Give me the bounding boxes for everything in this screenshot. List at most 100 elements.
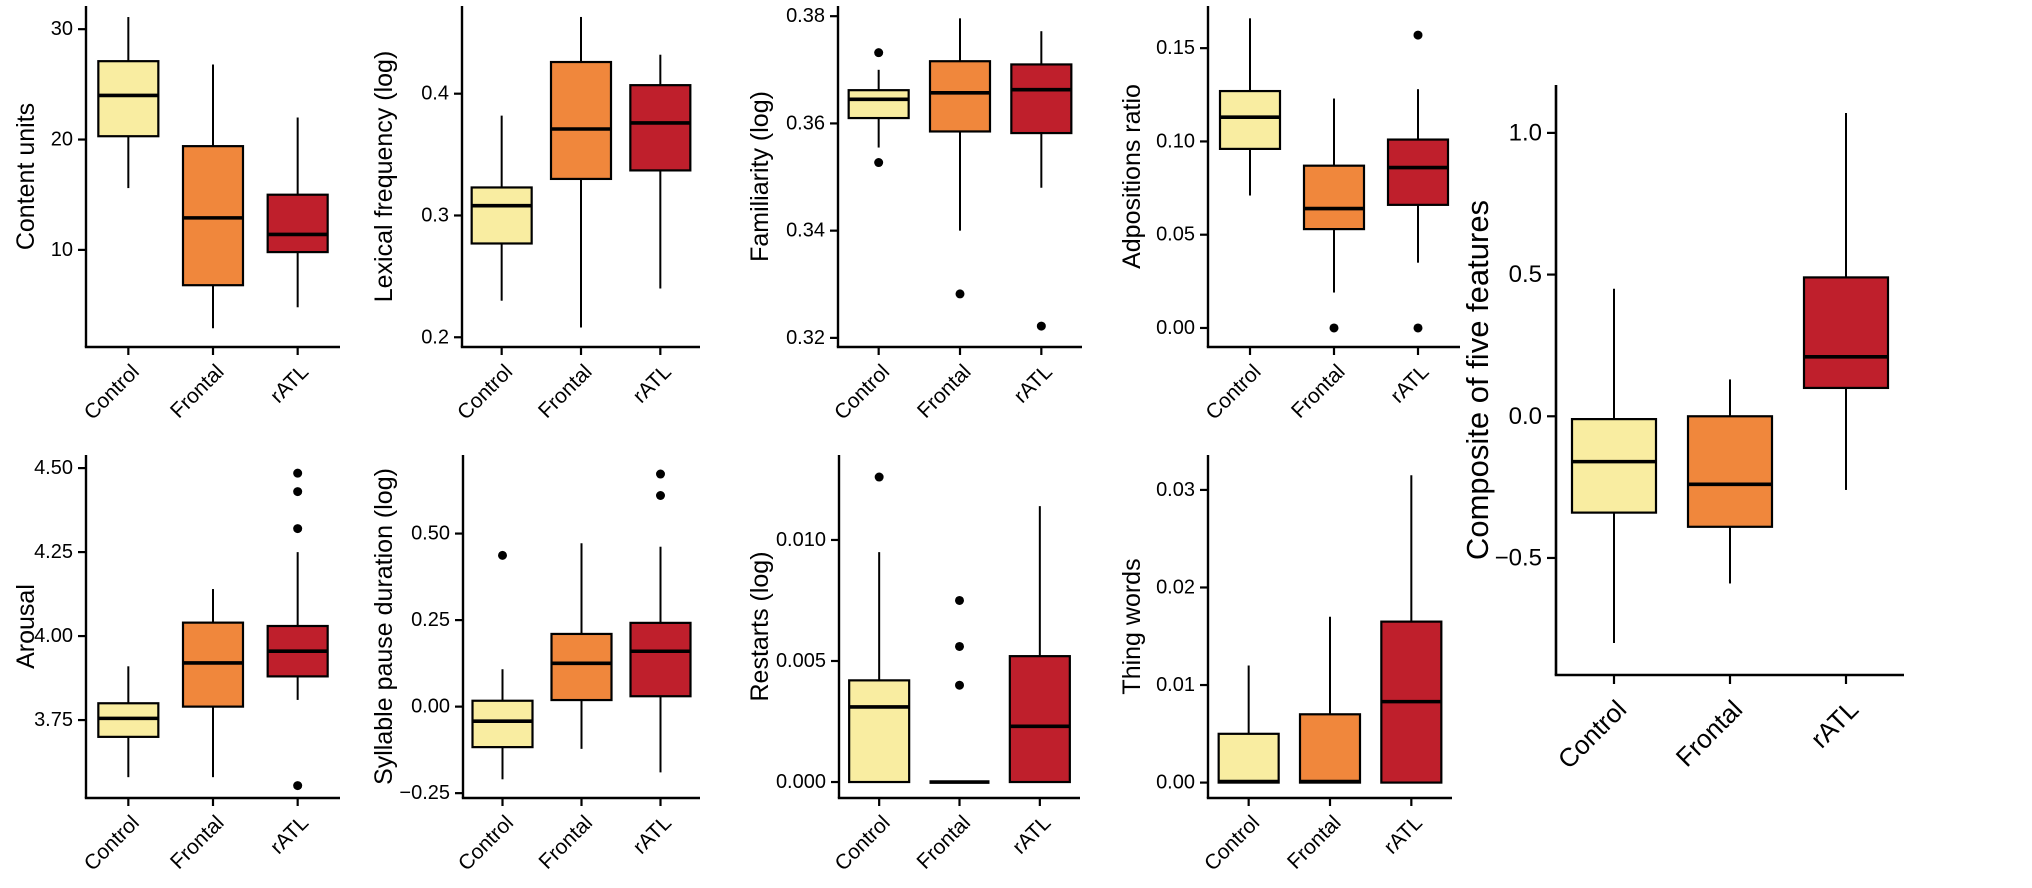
box-composite-frontal: Frontal — [1670, 379, 1774, 772]
outlier-point — [656, 490, 665, 500]
outlier-point — [293, 468, 303, 478]
box-syllable-pause-duration-control: Control — [454, 550, 534, 875]
box-adpositions-ratio-frontal: Frontal — [1287, 98, 1366, 423]
panel-familiarity: 0.32 0.34 0.36 0.38 Familiarity (log) Control… — [746, 5, 1082, 424]
iqr-box — [629, 621, 692, 698]
x-category-label: Frontal — [166, 360, 228, 422]
x-category-label: Control — [454, 811, 518, 875]
y-tick-label: 0.01 — [1156, 674, 1195, 696]
outlier-point — [293, 524, 303, 534]
box-composite-control: Control — [1552, 288, 1658, 775]
y-axis-title: Arousal — [12, 584, 40, 669]
y-tick-label: 0.32 — [786, 327, 825, 349]
box-thing-words-frontal: Frontal — [1283, 616, 1362, 874]
x-category-label: rATL — [1008, 811, 1055, 858]
x-category-label: rATL — [1386, 360, 1433, 407]
x-category-label: rATL — [629, 360, 676, 407]
y-tick-label: 0.02 — [1156, 576, 1195, 598]
y-tick-label: 0.34 — [786, 220, 825, 242]
y-tick-label: 0.2 — [421, 326, 449, 348]
iqr-box — [1302, 164, 1366, 231]
y-axis-title: Adpositions ratio — [1118, 84, 1146, 269]
x-category-label: rATL — [1805, 694, 1865, 754]
box-composite-ratl: rATL — [1802, 113, 1890, 754]
y-tick-label: 0.5 — [1509, 261, 1542, 288]
box-content-units-control: Control — [80, 17, 160, 424]
iqr-box — [181, 145, 245, 287]
box-adpositions-ratio-ratl: rATL — [1386, 30, 1450, 408]
iqr-box — [1386, 138, 1450, 206]
x-category-label: Control — [80, 811, 144, 875]
box-syllable-pause-duration-ratl: rATL — [629, 469, 692, 859]
x-category-label: Frontal — [913, 811, 975, 873]
y-axis-title: Thing words — [1118, 558, 1146, 694]
y-tick-label: 0.15 — [1156, 37, 1195, 59]
box-restarts-control: Control — [831, 472, 911, 875]
outlier-point — [498, 550, 507, 560]
y-tick-label: 1.0 — [1509, 119, 1542, 146]
box-restarts-ratl: rATL — [1008, 506, 1071, 859]
x-category-label: Control — [1552, 694, 1632, 774]
x-category-label: Control — [1201, 360, 1265, 424]
outlier-point — [874, 158, 884, 168]
iqr-box — [928, 60, 992, 133]
iqr-box — [1010, 63, 1073, 135]
box-adpositions-ratio-control: Control — [1201, 18, 1282, 424]
panel-syllable-pause-duration: −0.25 0.00 0.25 0.50 Syllable pause duration… — [370, 455, 700, 875]
y-tick-label: 3.75 — [34, 709, 73, 731]
iqr-box — [549, 60, 613, 181]
y-tick-label: −0.25 — [399, 782, 450, 804]
y-tick-label: 20 — [51, 129, 73, 151]
y-axis-title: Composite of five features — [1460, 200, 1495, 560]
y-tick-label: 0.38 — [786, 5, 825, 27]
y-tick-label: 4.50 — [34, 457, 73, 479]
y-tick-label: 0.36 — [786, 112, 825, 134]
y-axis-title: Familiarity (log) — [746, 91, 774, 262]
y-tick-label: −0.5 — [1495, 544, 1542, 571]
y-tick-label: 0.005 — [776, 650, 826, 672]
x-category-label: Control — [831, 811, 895, 875]
x-category-label: Frontal — [166, 811, 228, 873]
y-tick-label: 4.25 — [34, 541, 73, 563]
x-category-label: Frontal — [1287, 360, 1349, 422]
outlier-point — [955, 680, 964, 690]
y-tick-label: 4.00 — [34, 625, 73, 647]
x-category-label: Frontal — [535, 811, 597, 873]
y-tick-label: 0.3 — [421, 204, 449, 226]
panel-content-units: 10 20 30 Content units Control Frontal rATL — [12, 6, 340, 424]
x-category-label: rATL — [629, 811, 676, 858]
iqr-box — [848, 679, 911, 784]
box-thing-words-control: Control — [1200, 665, 1280, 875]
iqr-box — [470, 186, 533, 245]
box-content-units-frontal: Frontal — [166, 64, 245, 423]
panel-lexical-frequency: 0.2 0.3 0.4 Lexical frequency (log) Control F… — [370, 6, 700, 424]
x-category-label: Control — [453, 360, 517, 424]
box-arousal-ratl: rATL — [266, 468, 329, 859]
y-tick-label: 0.25 — [411, 609, 450, 631]
iqr-box — [1218, 89, 1282, 150]
iqr-box — [1686, 415, 1774, 528]
y-tick-label: 0.03 — [1156, 479, 1195, 501]
outlier-point — [1413, 30, 1423, 40]
iqr-box — [629, 84, 692, 172]
y-tick-label: 0.00 — [1156, 317, 1195, 339]
iqr-box — [1008, 655, 1071, 784]
box-lexical-frequency-frontal: Frontal — [534, 16, 613, 423]
iqr-box — [847, 89, 910, 120]
outlier-point — [293, 487, 303, 497]
box-lexical-frequency-ratl: rATL — [629, 54, 692, 408]
iqr-box — [1298, 713, 1362, 784]
x-category-label: Control — [1200, 811, 1264, 875]
outlier-point — [955, 641, 964, 651]
outlier-point — [656, 469, 665, 479]
x-category-label: rATL — [1010, 360, 1057, 407]
y-tick-label: 0.00 — [1156, 772, 1195, 794]
x-category-label: Frontal — [534, 360, 596, 422]
panel-composite: −0.5 0.0 0.5 1.0 Composite of five features C… — [1460, 85, 1904, 775]
box-syllable-pause-duration-frontal: Frontal — [535, 543, 613, 874]
outlier-point — [293, 781, 303, 791]
iqr-box — [266, 193, 329, 254]
outlier-point — [874, 48, 884, 58]
